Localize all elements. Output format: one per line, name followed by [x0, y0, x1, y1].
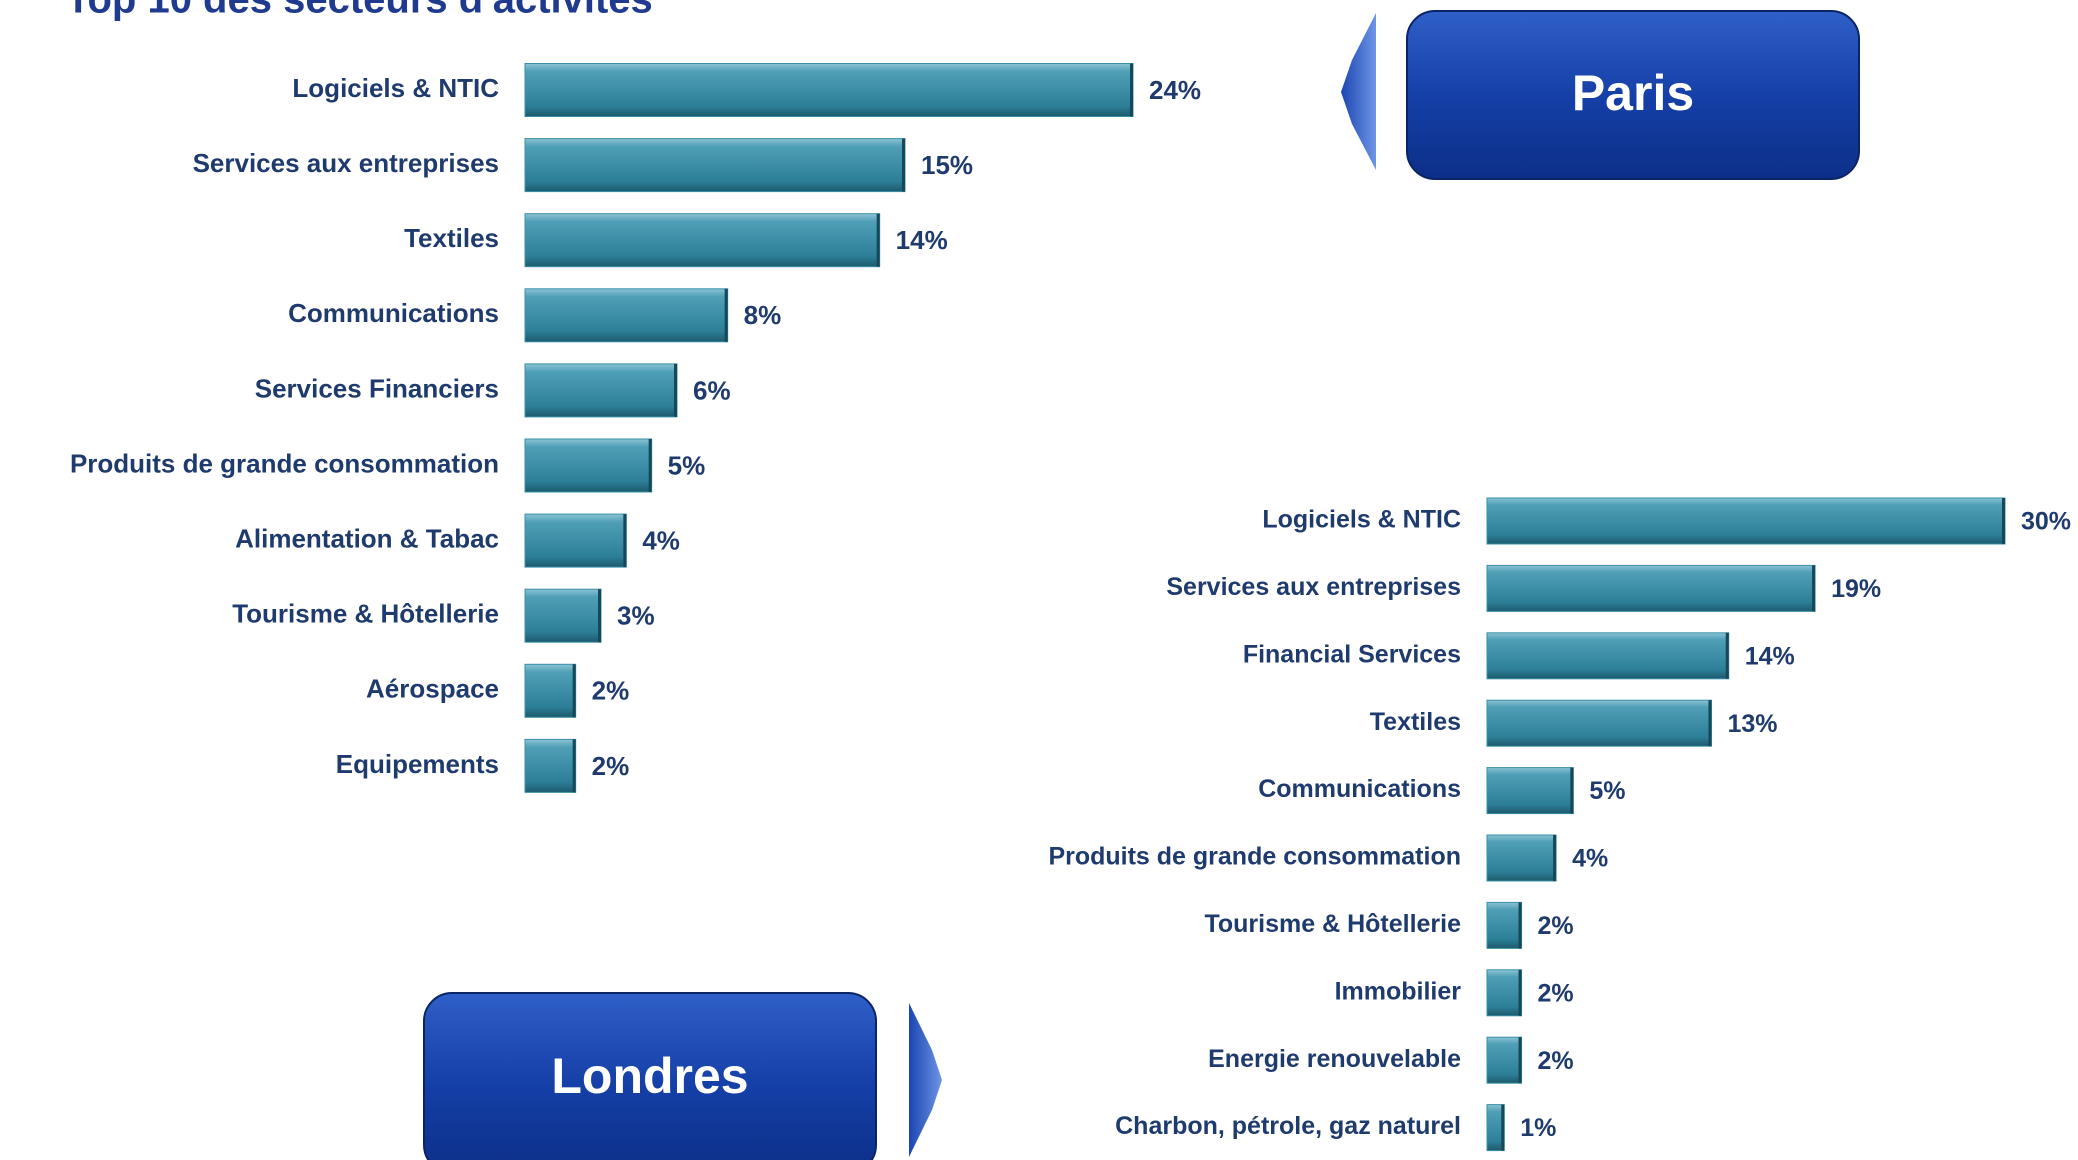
bar-shadow [876, 213, 880, 267]
category-label: Energie renouvelable [1208, 1045, 1461, 1073]
bar-shadow [2002, 498, 2005, 544]
value-label: 5% [668, 450, 706, 480]
bar [524, 738, 577, 793]
category-label: Logiciels & NTIC [1262, 506, 1461, 534]
category-label: Aérospace [366, 674, 499, 704]
value-label: 2% [592, 751, 630, 781]
category-label: Services aux entreprises [1166, 573, 1461, 601]
category-label: Produits de grande consommation [1048, 843, 1461, 871]
value-label: 3% [617, 601, 655, 631]
bar [1486, 632, 1730, 680]
bar [1486, 901, 1523, 949]
category-label: Textiles [1370, 708, 1461, 736]
category-label: Logiciels & NTIC [292, 73, 499, 103]
bar [1486, 1036, 1523, 1084]
bar-shadow [598, 589, 601, 643]
bar-shadow [1708, 700, 1712, 747]
bar-shadow [623, 514, 627, 568]
button-label: Londres [551, 1048, 748, 1104]
bar-shadow [1518, 1037, 1522, 1084]
button-box [1406, 10, 1860, 180]
category-label: Services Financiers [255, 373, 499, 403]
bar [524, 288, 729, 343]
value-label: 6% [693, 375, 731, 405]
bar-shadow [572, 664, 576, 718]
value-label: 2% [1538, 1047, 1574, 1075]
bar-shadow [1812, 565, 1816, 612]
value-label: 19% [1831, 575, 1881, 603]
arrow [909, 1003, 942, 1157]
bar-shadow [1518, 902, 1522, 949]
category-label: Tourisme & Hôtellerie [232, 599, 499, 629]
value-label: 2% [592, 676, 630, 706]
bar [1486, 834, 1557, 882]
bar [524, 438, 653, 493]
category-label: Tourisme & Hôtellerie [1204, 910, 1461, 938]
category-label: Immobilier [1335, 977, 1462, 1005]
value-label: 2% [1538, 979, 1574, 1007]
value-label: 30% [2021, 508, 2071, 536]
page-title: Top 10 des secteurs d'activités [66, 0, 653, 22]
bar [1486, 969, 1523, 1017]
bar [524, 513, 627, 568]
bar-shadow [1130, 63, 1133, 117]
bar-shadow [1725, 632, 1729, 679]
category-label: Equipements [336, 749, 499, 779]
bar [524, 363, 678, 418]
bar [524, 663, 577, 718]
bar [1486, 699, 1712, 747]
bar-shadow [1570, 767, 1574, 814]
category-label: Services aux entreprises [193, 148, 499, 178]
bar-shadow [1518, 969, 1522, 1016]
category-label: Textiles [404, 223, 499, 253]
value-label: 4% [642, 525, 680, 555]
category-label: Produits de grande consommation [70, 448, 499, 478]
category-label: Financial Services [1243, 640, 1461, 668]
bar-shadow [674, 363, 677, 417]
category-label: Communications [288, 298, 499, 328]
bar-shadow [724, 288, 728, 342]
bar-shadow [648, 439, 652, 492]
value-label: 5% [1589, 777, 1625, 805]
value-label: 13% [1727, 710, 1777, 738]
bar [1486, 564, 1816, 612]
bar-shadow [1501, 1104, 1505, 1151]
bar-shadow [902, 138, 905, 192]
bar [524, 588, 602, 643]
value-label: 8% [744, 300, 782, 330]
bar [1486, 767, 1574, 815]
value-label: 14% [1745, 642, 1795, 670]
category-label: Communications [1258, 775, 1461, 803]
bar [1486, 497, 2006, 545]
value-label: 4% [1572, 845, 1608, 873]
category-label: Alimentation & Tabac [235, 523, 499, 553]
button-box [423, 992, 877, 1160]
bar-shadow [1553, 835, 1557, 881]
category-label: Charbon, pétrole, gaz naturel [1115, 1112, 1461, 1140]
value-label: 15% [921, 150, 973, 180]
value-label: 14% [896, 225, 948, 255]
bar-shadow [572, 739, 576, 793]
bar [524, 63, 1134, 117]
bar [524, 138, 906, 193]
button-label: Paris [1572, 65, 1694, 121]
arrow [1341, 13, 1376, 170]
value-label: 24% [1149, 75, 1201, 105]
value-label: 1% [1520, 1114, 1556, 1142]
bar [524, 213, 881, 268]
paris-button: Paris [1341, 10, 1860, 180]
londres-button: Londres [423, 992, 942, 1160]
value-label: 2% [1538, 912, 1574, 940]
